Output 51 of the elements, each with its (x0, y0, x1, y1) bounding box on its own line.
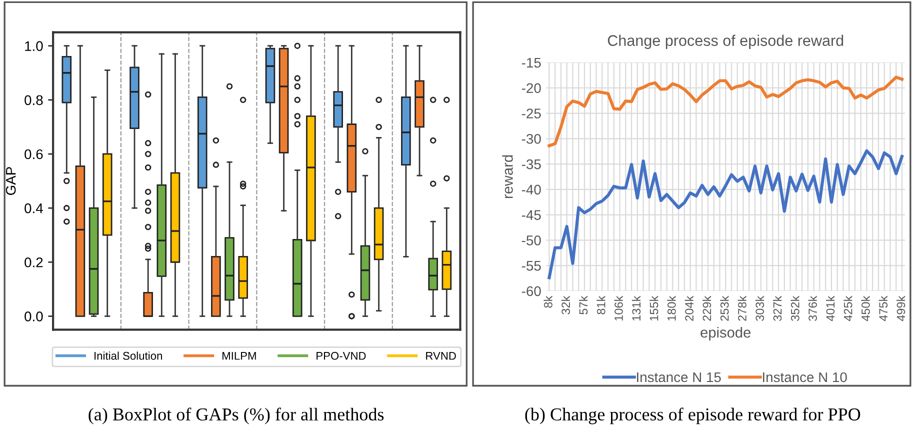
x-tick-label: 475k (878, 296, 888, 322)
y-tick-label: 0.0 (24, 312, 43, 322)
legend-label: RVND (426, 352, 456, 360)
legend-label: PPO-VND (316, 352, 366, 360)
y-tick-label: -60 (522, 286, 541, 296)
x-tick-label: 376k (808, 296, 817, 321)
x-tick-label: 229k (702, 296, 712, 321)
x-tick-label: 106k (614, 296, 623, 320)
x-tick-label: 253k (720, 296, 729, 321)
y-tick-label: -40 (522, 184, 541, 195)
x-tick-label: 180k (667, 296, 676, 320)
legend-label: Initial Solution (94, 352, 162, 360)
x-tick-label: 425k (844, 296, 852, 322)
y-tick-label: -45 (522, 210, 541, 220)
y-tick-label: -20 (522, 83, 541, 94)
y-tick-label: 0.6 (24, 149, 43, 160)
x-tick-label: 499k (896, 296, 906, 322)
y-axis-title: reward (502, 155, 513, 198)
y-tick-label: 0.8 (24, 95, 43, 106)
legend-label: Instance N 15 (637, 372, 721, 382)
x-tick-label: 204k (684, 296, 694, 321)
x-tick-label: 327k (773, 296, 782, 321)
x-tick-label: 155k (650, 296, 658, 320)
y-tick-label: 0.2 (24, 257, 43, 268)
y-tick-label: -55 (522, 261, 541, 271)
x-tick-label: 303k (755, 296, 764, 321)
y-tick-label: -25 (522, 108, 541, 118)
x-tick-label: 57k (578, 296, 588, 314)
x-tick-label: 450k (861, 296, 870, 322)
chart-title: Change process of episode reward (608, 34, 844, 49)
legend-label: Instance N 10 (762, 372, 847, 382)
text: (b) Change process of episode reward for PPO (525, 408, 860, 424)
x-tick-label: 401k (826, 296, 835, 322)
x-axis-title: episode (700, 326, 750, 341)
y-tick-label: -50 (522, 235, 541, 246)
line-series (548, 149, 904, 280)
x-tick-label: 131k (632, 296, 641, 320)
x-tick-label: 81k (596, 296, 606, 314)
x-tick-label: 32k (561, 296, 570, 314)
y-tick-label: -15 (522, 58, 541, 68)
legend-label: MILPM (222, 352, 256, 360)
x-tick-label: 352k (790, 296, 800, 321)
y-tick-label: 0.4 (24, 203, 43, 214)
y-tick-label: -35 (522, 159, 541, 170)
x-tick-label: 278k (738, 296, 746, 321)
y-axis-title: GAP (6, 167, 16, 195)
y-tick-label: -30 (522, 134, 541, 144)
x-tick-label: 8k (544, 296, 552, 308)
line-series (548, 76, 904, 148)
text: (a) BoxPlot of GAPs (%) for all methods (88, 408, 384, 424)
y-tick-label: 1.0 (25, 41, 43, 52)
